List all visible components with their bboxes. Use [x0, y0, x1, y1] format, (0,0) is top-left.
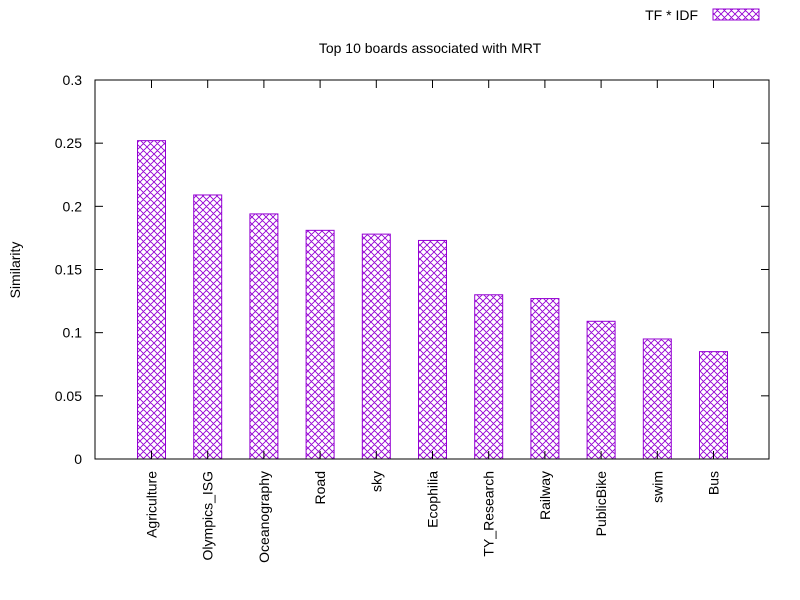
y-tick-label: 0 — [74, 451, 82, 467]
x-tick-label: Railway — [537, 471, 553, 520]
y-tick-label: 0.25 — [55, 135, 82, 151]
plot-area-border — [94, 79, 770, 460]
bar-agriculture — [137, 140, 166, 460]
y-tick-label: 0.1 — [63, 325, 83, 341]
x-tick-label: Ecophilia — [425, 471, 441, 528]
chart-title: Top 10 boards associated with MRT — [319, 40, 542, 56]
bar-ty-research — [474, 294, 504, 460]
bar-swim — [642, 338, 672, 460]
bar-olympics-isg — [193, 194, 223, 460]
legend-swatch — [712, 8, 760, 21]
bar-ecophilia — [418, 239, 447, 460]
x-tick-label: PublicBike — [593, 471, 609, 537]
bar-road — [305, 229, 335, 460]
y-tick-label: 0.05 — [55, 388, 82, 404]
x-tick-label: Olympics_ISG — [200, 471, 216, 560]
bar-sky — [361, 233, 391, 460]
x-tick-label: Road — [312, 471, 328, 504]
y-tick-label: 0.3 — [63, 72, 83, 88]
y-tick-label: 0.15 — [55, 262, 82, 278]
x-axis-labels: Agriculture Olympics_ISG Oceanography Road s… — [144, 80, 722, 563]
bar-oceanography — [249, 213, 279, 460]
y-axis-label: Similarity — [7, 242, 23, 299]
x-tick-label: Oceanography — [256, 471, 272, 563]
bar-publicbike — [586, 320, 616, 460]
bar-railway — [530, 298, 560, 460]
bar-bus — [699, 351, 728, 460]
x-tick-label: Agriculture — [144, 471, 160, 538]
bars — [137, 140, 728, 460]
legend: TF * IDF — [645, 7, 760, 23]
legend-label: TF * IDF — [645, 7, 698, 23]
x-tick-label: Bus — [706, 471, 722, 495]
x-tick-label: sky — [368, 471, 384, 492]
y-axis-ticks: 0 0.05 0.1 0.15 0.2 0.25 0.3 — [55, 72, 769, 467]
x-tick-label: swim — [649, 471, 665, 503]
x-tick-label: TY_Research — [481, 471, 497, 557]
y-tick-label: 0.2 — [63, 198, 83, 214]
